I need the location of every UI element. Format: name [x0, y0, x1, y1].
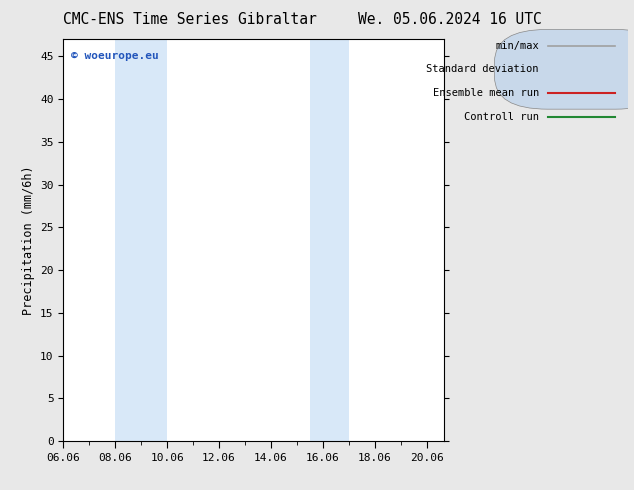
Y-axis label: Precipitation (mm/6h): Precipitation (mm/6h)	[22, 165, 35, 315]
Bar	[310, 39, 349, 441]
Text: min/max: min/max	[495, 41, 539, 50]
Text: Standard deviation: Standard deviation	[427, 64, 539, 74]
Text: © woeurope.eu: © woeurope.eu	[71, 51, 158, 61]
Bar	[115, 39, 167, 441]
FancyBboxPatch shape	[495, 29, 634, 109]
Text: We. 05.06.2024 16 UTC: We. 05.06.2024 16 UTC	[358, 12, 542, 27]
Text: Controll run: Controll run	[464, 112, 539, 122]
Text: CMC-ENS Time Series Gibraltar: CMC-ENS Time Series Gibraltar	[63, 12, 317, 27]
Text: Ensemble mean run: Ensemble mean run	[432, 88, 539, 98]
